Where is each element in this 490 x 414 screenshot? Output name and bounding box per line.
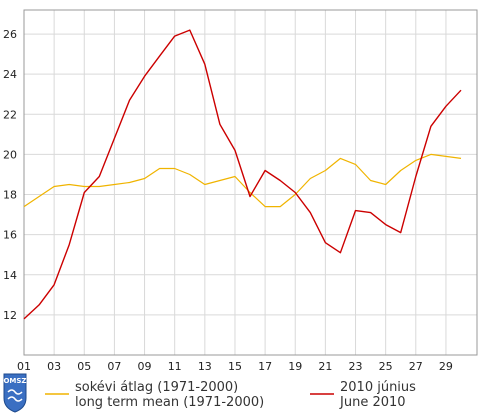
y-tick-label: 16: [3, 229, 17, 242]
omsz-logo: OMSZ: [3, 373, 27, 413]
x-tick-label: 09: [138, 360, 152, 373]
grid: [23, 10, 477, 355]
x-tick-label: 13: [198, 360, 212, 373]
logo-text: OMSZ: [3, 377, 26, 385]
series-lines: [23, 29, 462, 320]
x-tick-label: 17: [258, 360, 272, 373]
y-tick-label: 22: [3, 108, 17, 121]
x-tick-label: 07: [107, 360, 121, 373]
x-tick-label: 23: [349, 360, 363, 373]
x-tick-label: 27: [409, 360, 423, 373]
series-line-long-term-mean: [23, 153, 462, 208]
y-tick-label: 26: [3, 28, 17, 41]
y-tick-label: 18: [3, 189, 17, 202]
y-tick-label: 20: [3, 148, 17, 161]
plot-frame: [23, 9, 478, 356]
legend-label-june-en: June 2010: [339, 395, 406, 410]
x-axis-ticks: 01 03 05 07 09 11 13 15 17 19 21 23 25 27 29: [17, 360, 453, 373]
legend-label-mean-en: long term mean (1971-2000): [75, 395, 264, 410]
series-line-june-2010: [23, 29, 462, 320]
x-tick-label: 03: [47, 360, 61, 373]
x-tick-label: 15: [228, 360, 242, 373]
legend: sokévi átlag (1971-2000) long term mean …: [45, 380, 416, 410]
x-tick-label: 05: [77, 360, 91, 373]
legend-label-mean-hu: sokévi átlag (1971-2000): [75, 380, 238, 395]
y-tick-label: 12: [3, 309, 17, 322]
x-tick-label: 01: [17, 360, 31, 373]
x-tick-label: 11: [168, 360, 182, 373]
x-tick-label: 19: [288, 360, 302, 373]
legend-label-june-hu: 2010 június: [340, 380, 416, 395]
x-tick-label: 21: [318, 360, 332, 373]
y-tick-label: 14: [3, 269, 17, 282]
y-axis-ticks: 12 14 16 18 20 22 24 26: [3, 28, 17, 322]
x-tick-label: 25: [379, 360, 393, 373]
y-tick-label: 24: [3, 68, 17, 81]
x-tick-label: 29: [439, 360, 453, 373]
